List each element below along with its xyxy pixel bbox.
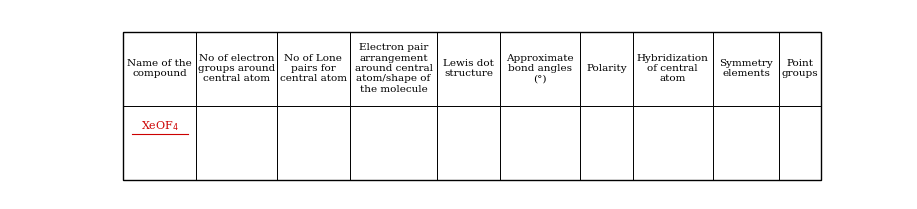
Text: Point
groups: Point groups bbox=[782, 59, 818, 78]
Text: Symmetry
elements: Symmetry elements bbox=[719, 59, 773, 78]
Bar bbox=[500, 32, 580, 106]
Text: Lewis dot
structure: Lewis dot structure bbox=[443, 59, 494, 78]
Text: No of electron
groups around
central atom: No of electron groups around central ato… bbox=[198, 54, 275, 83]
Bar bbox=[277, 106, 350, 180]
Bar bbox=[123, 32, 196, 106]
Bar bbox=[350, 32, 437, 106]
Bar bbox=[580, 32, 633, 106]
Bar bbox=[779, 106, 821, 180]
Bar bbox=[123, 106, 196, 180]
Text: Approximate
bond angles
(°): Approximate bond angles (°) bbox=[506, 54, 574, 83]
Bar bbox=[277, 32, 350, 106]
Text: XeOF$_4$: XeOF$_4$ bbox=[141, 119, 179, 133]
Bar bbox=[779, 32, 821, 106]
Bar bbox=[196, 106, 277, 180]
Text: Electron pair
arrangement
around central
atom/shape of
the molecule: Electron pair arrangement around central… bbox=[355, 43, 433, 94]
Bar bbox=[350, 106, 437, 180]
Bar bbox=[196, 32, 277, 106]
Bar bbox=[500, 106, 580, 180]
Bar bbox=[633, 32, 713, 106]
Text: Hybridization
of central
atom: Hybridization of central atom bbox=[636, 54, 709, 83]
Text: No of Lone
pairs for
central atom: No of Lone pairs for central atom bbox=[280, 54, 347, 83]
Bar bbox=[437, 106, 500, 180]
Bar bbox=[713, 32, 779, 106]
Text: Polarity: Polarity bbox=[586, 64, 626, 73]
Bar bbox=[633, 106, 713, 180]
Bar bbox=[580, 106, 633, 180]
Bar bbox=[437, 32, 500, 106]
Bar bbox=[713, 106, 779, 180]
Text: Name of the
compound: Name of the compound bbox=[127, 59, 193, 78]
